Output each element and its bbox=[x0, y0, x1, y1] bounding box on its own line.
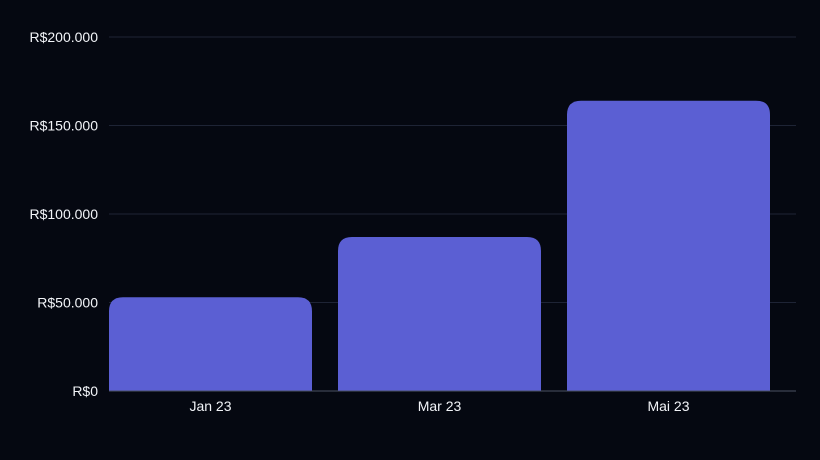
bar-mai-23[interactable] bbox=[567, 100, 770, 391]
y-tick-label-3: R$150.000 bbox=[29, 118, 98, 134]
bars-layer bbox=[109, 100, 770, 391]
x-tick-label-2: Mai 23 bbox=[647, 398, 689, 414]
labels-layer: R$0 R$50.000 R$100.000 R$150.000 R$200.000 Ja… bbox=[29, 29, 689, 414]
y-tick-label-1: R$50.000 bbox=[37, 295, 98, 311]
x-tick-label-0: Jan 23 bbox=[189, 398, 231, 414]
y-tick-label-4: R$200.000 bbox=[29, 29, 98, 45]
y-tick-label-0: R$0 bbox=[72, 383, 98, 399]
y-tick-label-2: R$100.000 bbox=[29, 206, 98, 222]
bar-jan-23[interactable] bbox=[109, 297, 312, 391]
x-tick-label-1: Mar 23 bbox=[418, 398, 462, 414]
bar-mar-23[interactable] bbox=[338, 237, 541, 391]
